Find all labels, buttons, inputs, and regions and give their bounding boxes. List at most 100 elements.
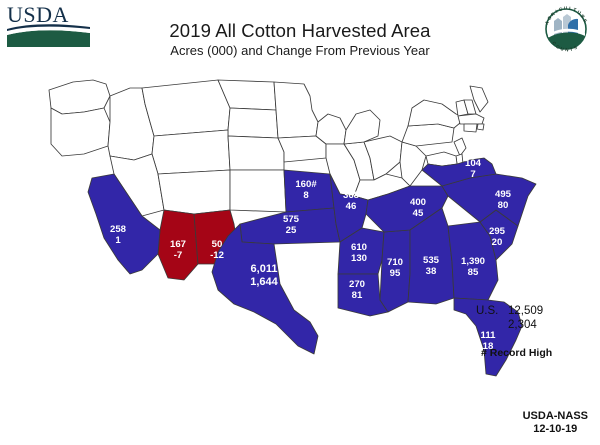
state-sd [227, 107, 279, 139]
svg-text:N: N [565, 47, 570, 53]
label-fl: 111 18 [481, 330, 497, 352]
svg-text:L: L [569, 6, 573, 11]
state-wy [151, 129, 231, 175]
svg-text:111: 111 [481, 330, 497, 341]
agriculture-counts-seal-icon: A G R I C U L T U R E C O U N T S [544, 5, 588, 53]
svg-text:575: 575 [283, 214, 300, 225]
svg-text:167: 167 [170, 239, 186, 250]
svg-text:50: 50 [212, 239, 223, 250]
usda-logo-icon: USDA [7, 2, 90, 47]
svg-text:I: I [555, 9, 558, 14]
svg-text:1: 1 [115, 235, 121, 246]
svg-text:295: 295 [489, 226, 506, 237]
state-ut [157, 169, 231, 215]
svg-text:U: U [577, 10, 583, 16]
svg-text:6,011: 6,011 [251, 263, 278, 275]
label-al: 535 38 [423, 255, 440, 277]
svg-text:81: 81 [352, 290, 363, 301]
svg-text:T: T [573, 7, 577, 13]
svg-text:-12: -12 [210, 250, 224, 261]
svg-text:400: 400 [410, 197, 426, 208]
page-subtitle: Acres (000) and Change From Previous Yea… [170, 43, 430, 59]
state-la [337, 273, 389, 317]
svg-text:104: 104 [465, 158, 482, 169]
footer-block: USDA-NASS 12-10-19 [523, 410, 588, 438]
svg-text:E: E [582, 18, 588, 23]
svg-text:20: 20 [492, 237, 503, 248]
state-ca [87, 173, 161, 275]
label-nc: 495 80 [495, 189, 512, 211]
svg-text:8: 8 [303, 190, 309, 201]
usda-logo: USDA [6, 2, 92, 48]
label-az: 167 -7 [170, 239, 186, 261]
svg-text:O: O [555, 44, 561, 50]
svg-text:495: 495 [495, 189, 512, 200]
state-wv [399, 141, 427, 187]
state-co [229, 169, 287, 213]
svg-text:7: 7 [470, 169, 475, 180]
svg-text:25: 25 [286, 225, 297, 236]
svg-text:G: G [546, 15, 552, 21]
state-ny [407, 99, 467, 129]
us-total-block: U.S. 12,509 2,304 [476, 305, 596, 331]
svg-text:U: U [560, 46, 566, 52]
state-ia [277, 135, 327, 163]
footer-agency: USDA-NASS [522, 409, 588, 422]
svg-text:45: 45 [413, 208, 424, 219]
state-mt [141, 79, 231, 137]
label-va: 104 7 [465, 158, 482, 180]
svg-text:18: 18 [483, 341, 494, 352]
svg-text:535: 535 [423, 255, 440, 266]
state-mn [273, 81, 319, 139]
state-tn [365, 185, 449, 233]
state-value-labels: 258 1 167 -7 50 -12 160# 8 575 25 [110, 158, 512, 352]
label-tn: 400 45 [410, 197, 426, 219]
label-sc: 295 20 [489, 226, 506, 248]
us-total-change: 2,304 [508, 319, 537, 331]
page-title: 2019 All Cotton Harvested Area [169, 20, 431, 41]
state-va [421, 157, 497, 187]
label-la: 270 81 [349, 279, 365, 301]
state-tx [211, 223, 319, 355]
label-ks: 160# 8 [295, 179, 317, 201]
state-ri [476, 123, 485, 131]
label-tx: 6,011 1,644 [250, 263, 278, 288]
svg-text:A: A [544, 20, 550, 26]
svg-text:258: 258 [110, 224, 127, 235]
us-total-label: U.S. [476, 305, 499, 317]
label-ms: 710 95 [387, 257, 403, 279]
label-ar: 610 130 [351, 242, 367, 264]
svg-text:85: 85 [468, 267, 479, 278]
svg-text:S: S [573, 45, 578, 51]
svg-text:1,644: 1,644 [250, 276, 278, 288]
svg-text:95: 95 [390, 268, 401, 279]
svg-text:R: R [580, 13, 586, 19]
label-ok: 575 25 [283, 214, 300, 236]
svg-text:1,390: 1,390 [461, 256, 485, 267]
agriculture-counts-logo: A G R I C U L T U R E C O U N T S [538, 1, 594, 57]
svg-text:38: 38 [426, 266, 437, 277]
svg-text:C: C [551, 41, 557, 47]
svg-text:C: C [558, 6, 563, 12]
svg-text:710: 710 [387, 257, 403, 268]
state-ks [283, 169, 335, 213]
svg-text:46: 46 [346, 201, 357, 212]
state-ne [227, 135, 285, 171]
us-choropleth-map: 258 1 167 -7 50 -12 160# 8 575 25 [18, 74, 582, 394]
svg-text:160#: 160# [295, 179, 317, 190]
svg-text:-7: -7 [174, 250, 183, 261]
state-oh [363, 135, 403, 181]
svg-text:80: 80 [498, 200, 509, 211]
svg-text:610: 610 [351, 242, 367, 253]
state-mo [329, 173, 369, 243]
svg-text:U: U [564, 5, 568, 10]
us-total-acres: 12,509 [508, 305, 544, 317]
title-block: 2019 All Cotton Harvested Area Acres (00… [0, 20, 600, 59]
svg-text:368: 368 [343, 190, 360, 201]
label-ca: 258 1 [110, 224, 127, 246]
state-ma [457, 113, 485, 125]
svg-text:T: T [570, 47, 574, 52]
svg-text:R: R [550, 11, 556, 17]
label-mo: 368 46 [343, 190, 360, 212]
